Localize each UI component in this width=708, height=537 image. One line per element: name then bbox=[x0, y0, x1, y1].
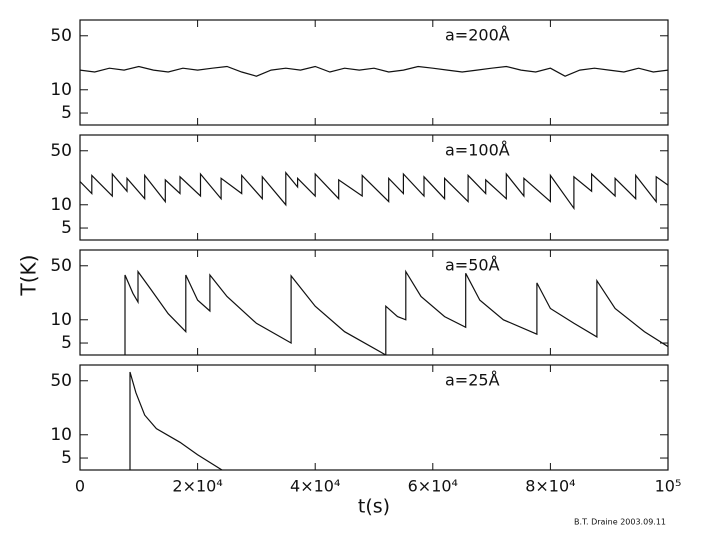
series-line bbox=[80, 171, 668, 211]
panel-annotation: a=100Å bbox=[445, 141, 510, 160]
y-tick-label: 10 bbox=[50, 195, 72, 215]
credit: B.T. Draine 2003.09.11 bbox=[574, 518, 666, 527]
panel-frame bbox=[79, 134, 669, 241]
series-line bbox=[129, 371, 224, 470]
y-tick-label: 50 bbox=[50, 26, 72, 46]
panel-annotation: a=25Å bbox=[445, 371, 500, 390]
panel-frame bbox=[79, 19, 669, 126]
y-tick-label: 50 bbox=[50, 141, 72, 161]
y-tick-label: 5 bbox=[61, 103, 72, 123]
series-line bbox=[124, 269, 668, 355]
panel-annotation: a=50Å bbox=[445, 256, 500, 275]
x-tick-label: 6×10⁴ bbox=[408, 477, 458, 496]
y-tick-label: 5 bbox=[61, 218, 72, 238]
y-tick-label: 50 bbox=[50, 256, 72, 276]
y-tick-label: 5 bbox=[61, 448, 72, 468]
panel-frame bbox=[79, 249, 669, 356]
y-tick-label: 50 bbox=[50, 371, 72, 391]
x-tick-label: 4×10⁴ bbox=[290, 477, 340, 496]
x-tick-label: 10⁵ bbox=[655, 477, 682, 496]
y-tick-label: 10 bbox=[50, 310, 72, 330]
y-tick-label: 5 bbox=[61, 333, 72, 353]
x-tick-label: 8×10⁴ bbox=[525, 477, 575, 496]
panel-annotation: a=200Å bbox=[445, 26, 510, 45]
panel-frame bbox=[79, 364, 669, 471]
x-tick-label: 0 bbox=[75, 477, 85, 496]
y-tick-label: 10 bbox=[50, 80, 72, 100]
x-tick-label: 2×10⁴ bbox=[172, 477, 222, 496]
y-tick-label: 10 bbox=[50, 425, 72, 445]
x-axis-label: t(s) bbox=[358, 496, 390, 518]
y-axis-label: T(K) bbox=[17, 255, 41, 297]
series-line bbox=[80, 65, 668, 77]
